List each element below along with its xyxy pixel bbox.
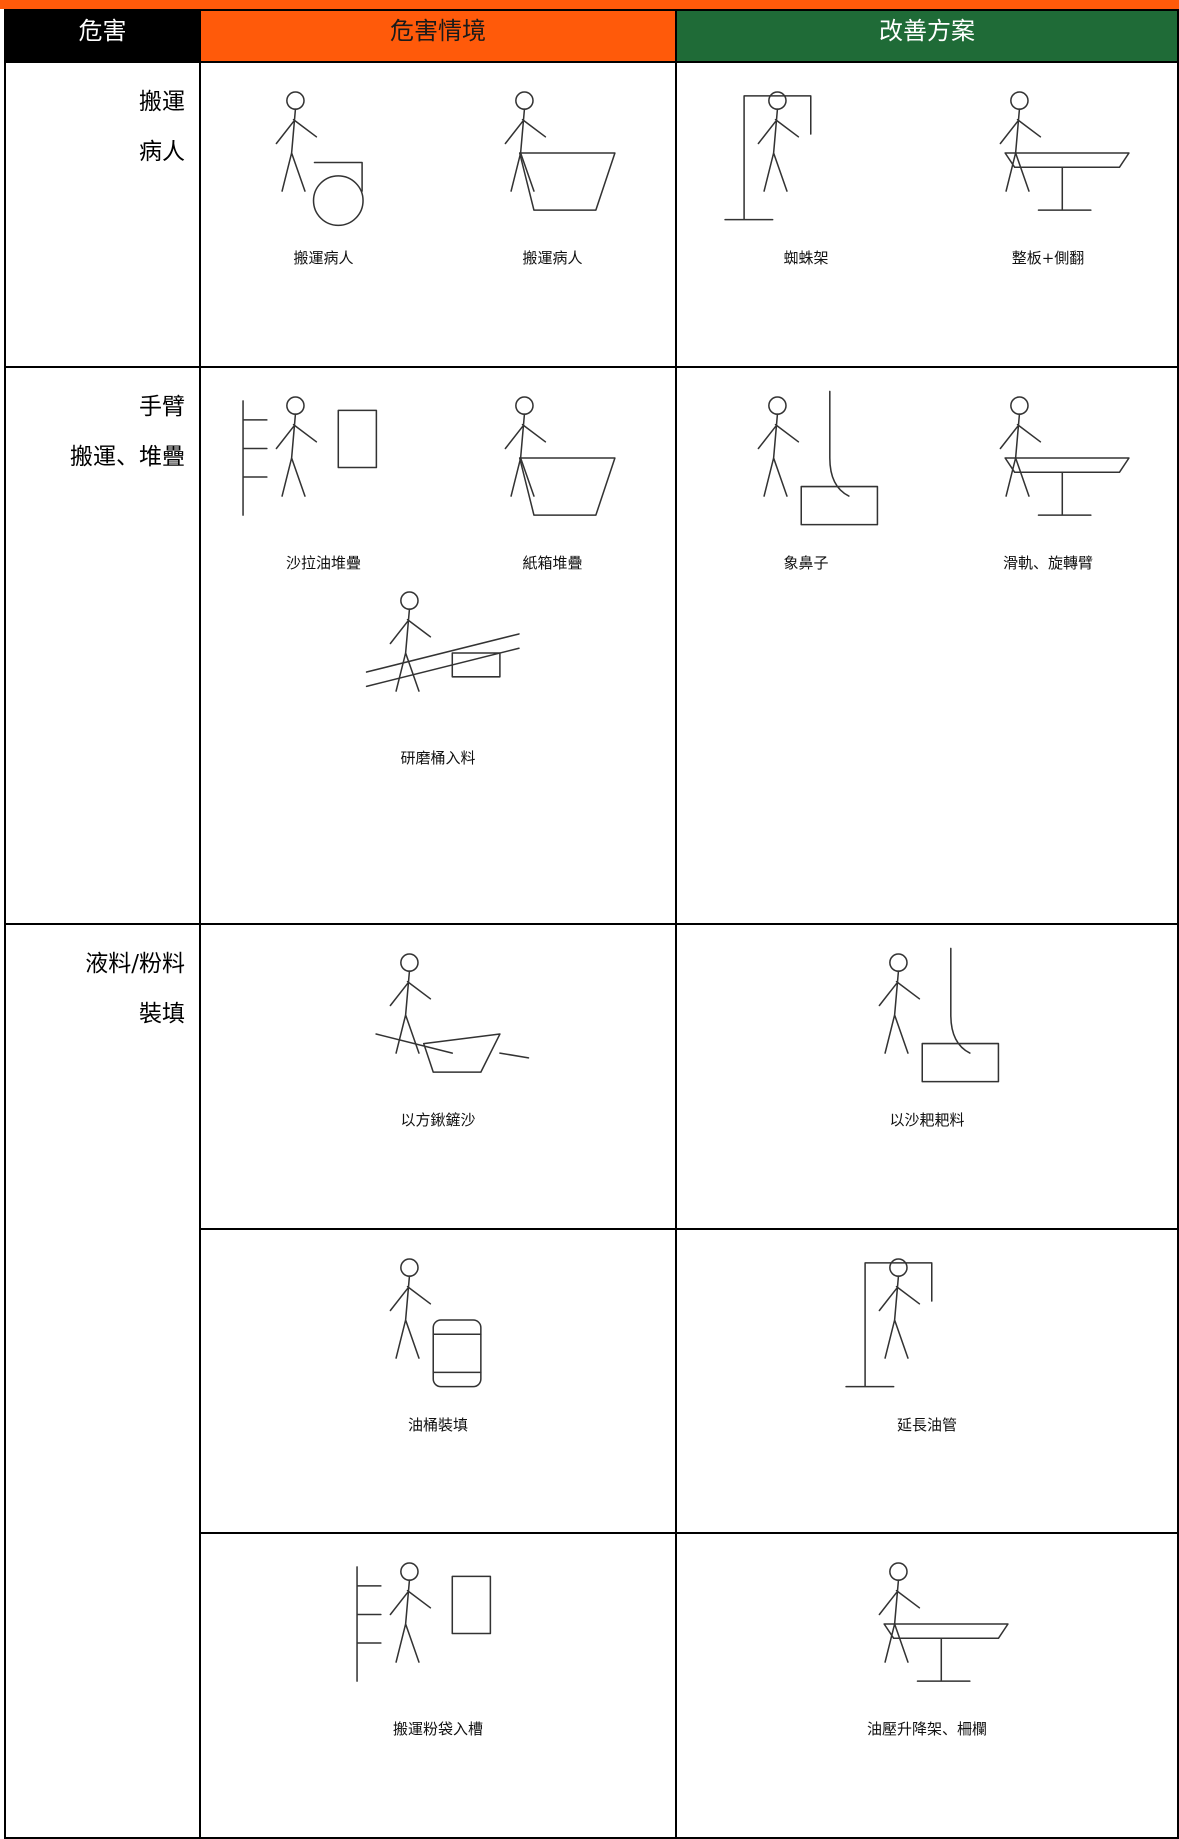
illustration: [389, 1258, 482, 1388]
caption: 以方鍬鏟沙: [400, 1111, 476, 1129]
illustration: [999, 396, 1130, 516]
hazard-cell: 手臂搬運、堆疊: [4, 366, 201, 925]
figure: 油桶裝填: [338, 1240, 538, 1435]
row: 搬運 病人 搬運病人 搬運病人 蜘蛛架 整板+側翻: [4, 61, 1179, 368]
illustration: [878, 1562, 1009, 1682]
figure: 以方鍬鏟沙: [338, 935, 538, 1130]
caption: 蜘蛛架: [783, 249, 829, 267]
figure: 象鼻子: [706, 378, 906, 573]
header-cell: 危害情境: [199, 9, 677, 63]
improvement-cell: 蜘蛛架 整板+側翻: [675, 61, 1179, 368]
caption: 紙箱堆疊: [522, 554, 583, 572]
caption: 研磨桶入料: [400, 749, 476, 767]
caption: 油壓升降架、柵欄: [866, 1720, 987, 1738]
caption: 延長油管: [896, 1416, 957, 1434]
caption: 滑軌、旋轉臂: [1002, 554, 1093, 572]
figure: 整板+側翻: [948, 73, 1148, 268]
caption: 油桶裝填: [407, 1416, 468, 1434]
top-bar: [0, 0, 1179, 9]
improvement-cell: 以沙耙耙料: [675, 923, 1179, 1230]
illustration: [365, 591, 520, 692]
figure: 油壓升降架、柵欄: [827, 1544, 1027, 1739]
hazard-text: 手臂: [139, 394, 185, 420]
illustration: [845, 1258, 933, 1388]
figure: 搬運病人: [224, 73, 424, 268]
illustration: [999, 91, 1130, 211]
caption: 整板+側翻: [1011, 249, 1085, 267]
situation-cell: 以方鍬鏟沙: [199, 923, 677, 1230]
row: 液料/粉料裝填 以方鍬鏟沙 以沙耙耙料: [4, 923, 1179, 1839]
situation-cell: 沙拉油堆疊 紙箱堆疊 研磨桶入料: [199, 366, 677, 925]
illustration: [504, 396, 616, 516]
hazard-text: 裝填: [139, 1001, 185, 1027]
row: 手臂搬運、堆疊 沙拉油堆疊 紙箱堆疊 研磨桶入料 象鼻子 滑軌、旋轉臂: [4, 366, 1179, 925]
caption: 沙拉油堆疊: [285, 554, 361, 572]
caption: 搬運粉袋入槽: [392, 1720, 483, 1738]
illustration: [375, 953, 530, 1073]
hazard-text: 液料/粉料: [85, 951, 185, 977]
row: 油桶裝填 延長油管: [5, 1228, 1179, 1534]
hazard-text: 病人: [139, 139, 185, 165]
illustration: [757, 390, 879, 526]
improvement-cell: 延長油管: [675, 1228, 1179, 1534]
illustration: [241, 396, 377, 516]
figure: 紙箱堆疊: [453, 378, 653, 573]
hazard-cell: 搬運 病人: [4, 61, 201, 368]
hazard-cell: 液料/粉料裝填: [4, 923, 201, 1839]
header-cell: 危害: [4, 9, 201, 63]
improvement-cell: 油壓升降架、柵欄: [675, 1532, 1179, 1839]
caption: 象鼻子: [783, 554, 829, 572]
row: 搬運粉袋入槽 油壓升降架、柵欄: [5, 1532, 1179, 1839]
caption: 搬運病人: [522, 249, 583, 267]
hazard-table: 危害 危害情境 改善方案 搬運 病人 搬運病人 搬運病人 蜘蛛架 整板+側翻 手臂…: [4, 9, 1179, 1839]
figure: 搬運病人: [453, 73, 653, 268]
situation-cell: 油桶裝填: [199, 1228, 677, 1534]
figure: 搬運粉袋入槽: [338, 1544, 538, 1739]
situation-cell: 搬運粉袋入槽: [199, 1532, 677, 1839]
illustration: [504, 91, 616, 211]
figure: 蜘蛛架: [706, 73, 906, 268]
illustration: [356, 1562, 492, 1682]
situation-cell: 搬運病人 搬運病人: [199, 61, 677, 368]
figure: 滑軌、旋轉臂: [948, 378, 1148, 573]
illustration: [275, 91, 364, 227]
figure: 研磨桶入料: [338, 573, 538, 768]
caption: 以沙耙耙料: [889, 1111, 965, 1129]
improvement-cell: 象鼻子 滑軌、旋轉臂: [675, 366, 1179, 925]
hazard-text: 搬運、堆疊: [70, 444, 185, 470]
figure: 延長油管: [827, 1240, 1027, 1435]
header-cell: 改善方案: [675, 9, 1179, 63]
illustration: [724, 91, 812, 221]
illustration: [878, 947, 1000, 1083]
figure: 沙拉油堆疊: [224, 378, 424, 573]
caption: 搬運病人: [293, 249, 354, 267]
hazard-text: 搬運: [139, 89, 185, 115]
figure: 以沙耙耙料: [827, 935, 1027, 1130]
header-row: 危害 危害情境 改善方案: [4, 9, 1179, 63]
